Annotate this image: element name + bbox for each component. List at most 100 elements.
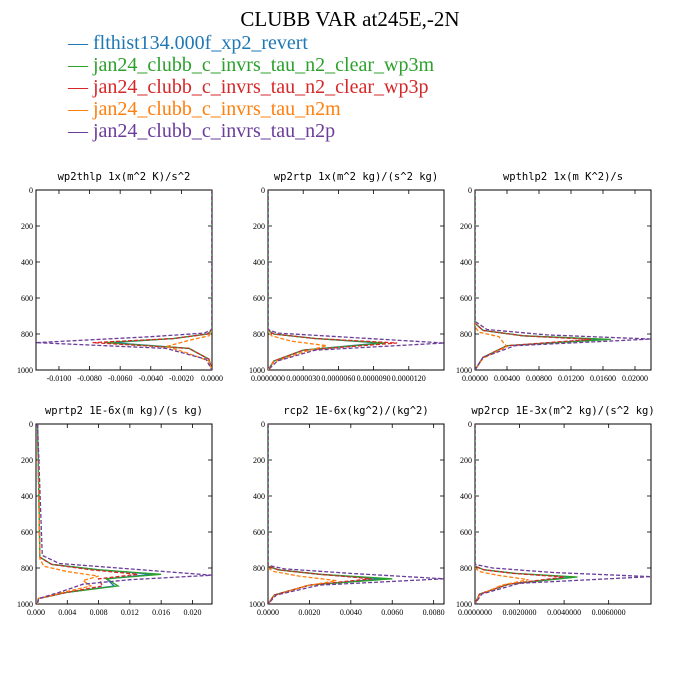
legend: — flthist134.000f_xp2_revert— jan24_club… <box>67 32 434 142</box>
y-tick-label: 800 <box>253 330 265 339</box>
y-tick-label: 600 <box>21 528 33 537</box>
x-tick-label: 0.01200 <box>558 374 584 383</box>
series-line-jan24-clubb-c-invrs-tau-n2-clear-wp3p <box>268 424 372 604</box>
series-line-jan24-clubb-c-invrs-tau-n2-clear-wp3m <box>268 190 386 370</box>
y-tick-label: 600 <box>253 528 265 537</box>
series-line-flthist134-000f-xp2-revert <box>475 190 604 370</box>
chart-panels: wp2thlp 1x(m^2 K)/s^2 0 200 400 600 800 1000 -0… <box>17 171 655 617</box>
y-tick-label: 800 <box>460 330 472 339</box>
x-tick-label: 0.02000 <box>622 374 648 383</box>
chart-panel-6: wp2rcp 1E-3x(m^2 kg)/(s^2 kg) 0 200 400 600 8… <box>456 405 655 617</box>
chart-panel-2: wp2rtp 1x(m^2 kg)/(s^2 kg) 0 200 400 600 800 1… <box>249 171 445 383</box>
series-line-jan24-clubb-c-invrs-tau-n2-clear-wp3p <box>475 190 592 370</box>
series-line-jan24-clubb-c-invrs-tau-n2m <box>268 190 327 370</box>
chart-title: rcp2 1E-6x(kg^2)/(kg^2) <box>283 405 428 417</box>
y-tick-label: 1000 <box>17 600 33 609</box>
x-tick-label: -0.0040 <box>138 374 163 383</box>
x-tick-label: 0.0000000 <box>251 374 285 383</box>
x-tick-label: 0.00800 <box>526 374 552 383</box>
y-tick-label: 200 <box>460 222 472 231</box>
y-tick-label: 400 <box>253 492 265 501</box>
y-tick-label: 600 <box>21 294 33 303</box>
y-tick-label: 600 <box>460 294 472 303</box>
chart-title: wpthlp2 1x(m K^2)/s <box>503 171 623 183</box>
y-tick-label: 600 <box>460 528 472 537</box>
x-tick-label: 0.016 <box>152 608 170 617</box>
series-line-jan24-clubb-c-invrs-tau-n2-clear-wp3p <box>36 424 138 604</box>
x-tick-label: 0.012 <box>121 608 139 617</box>
y-tick-label: 1000 <box>456 600 472 609</box>
y-tick-label: 400 <box>21 492 33 501</box>
x-tick-label: -0.0080 <box>77 374 102 383</box>
legend-entry-jan24-clubb-c-invrs-tau-n2p: — jan24_clubb_c_invrs_tau_n2p <box>67 120 335 142</box>
y-tick-label: 1000 <box>249 366 265 375</box>
y-tick-label: 800 <box>21 330 33 339</box>
plot-frame <box>267 189 445 371</box>
x-tick-label: 0.0040000 <box>547 608 581 617</box>
x-tick-label: 0.008 <box>90 608 108 617</box>
series-line-flthist134-000f-xp2-revert <box>475 424 574 604</box>
series-line-flthist134-000f-xp2-revert <box>268 190 380 370</box>
x-tick-label: 0.020 <box>183 608 201 617</box>
x-tick-label: 0.0000 <box>201 374 223 383</box>
series-line-jan24-clubb-c-invrs-tau-n2p <box>36 424 212 604</box>
y-tick-label: 800 <box>253 564 265 573</box>
y-tick-label: 400 <box>253 258 265 267</box>
series-line-jan24-clubb-c-invrs-tau-n2m <box>475 424 529 604</box>
x-tick-label: 0.0040 <box>340 608 362 617</box>
y-tick-label: 400 <box>21 258 33 267</box>
x-tick-label: 0.00000 <box>462 374 488 383</box>
x-tick-label: 0.0000030 <box>286 374 320 383</box>
x-tick-label: 0.000 <box>27 608 45 617</box>
chart-panel-3: wpthlp2 1x(m K^2)/s020040060080010000.00… <box>456 171 652 383</box>
x-tick-label: 0.0000060 <box>321 374 355 383</box>
y-tick-label: 200 <box>460 456 472 465</box>
x-tick-label: 0.0000120 <box>392 374 426 383</box>
series-line-jan24-clubb-c-invrs-tau-n2m <box>475 190 509 370</box>
y-tick-label: 0 <box>468 186 472 195</box>
x-tick-label: 0.004 <box>58 608 76 617</box>
chart-panel-5: rcp2 1E-6x(kg^2)/(kg^2) 0 200 400 600 800 1000… <box>249 405 445 617</box>
chart-title: wprtp2 1E-6x(m kg)/(s kg) <box>45 405 203 417</box>
y-tick-label: 0 <box>29 420 33 429</box>
legend-entry-jan24-clubb-c-invrs-tau-n2m: — jan24_clubb_c_invrs_tau_n2m <box>67 98 341 120</box>
y-tick-label: 800 <box>460 564 472 573</box>
y-tick-label: 0 <box>261 186 265 195</box>
series-line-jan24-clubb-c-invrs-tau-n2m <box>36 424 99 604</box>
y-tick-label: 200 <box>253 222 265 231</box>
y-tick-label: 200 <box>21 222 33 231</box>
series-line-jan24-clubb-c-invrs-tau-n2p <box>268 424 444 604</box>
series-line-jan24-clubb-c-invrs-tau-n2m <box>163 190 212 370</box>
legend-entry-jan24-clubb-c-invrs-tau-n2-clear-wp3m: — jan24_clubb_c_invrs_tau_n2_clear_wp3m <box>67 54 434 76</box>
figure-title: CLUBB VAR at245E,-2N <box>240 7 459 31</box>
series-line-jan24-clubb-c-invrs-tau-n2-clear-wp3p <box>475 424 565 604</box>
chart-panel-4: wprtp2 1E-6x(m kg)/(s kg) 0 200 400 600 800 10… <box>17 405 213 617</box>
chart-title: wp2rtp 1x(m^2 kg)/(s^2 kg) <box>274 171 438 183</box>
x-tick-label: 0.0080 <box>423 608 445 617</box>
y-tick-label: 1000 <box>456 366 472 375</box>
y-tick-label: 800 <box>21 564 33 573</box>
y-tick-label: 200 <box>253 456 265 465</box>
y-tick-label: 0 <box>468 420 472 429</box>
x-tick-label: 0.00400 <box>494 374 520 383</box>
x-tick-label: 0.0020 <box>298 608 320 617</box>
x-tick-label: 0.0060 <box>381 608 403 617</box>
x-tick-label: -0.0020 <box>169 374 194 383</box>
x-tick-label: 0.0000000 <box>458 608 492 617</box>
x-tick-label: 0.0020000 <box>503 608 537 617</box>
plot-frame <box>35 423 213 605</box>
y-tick-label: 600 <box>253 294 265 303</box>
x-tick-label: -0.0100 <box>47 374 72 383</box>
series-line-jan24-clubb-c-invrs-tau-n2m <box>268 424 337 604</box>
series-line-jan24-clubb-c-invrs-tau-n2p <box>475 424 651 604</box>
x-tick-label: 0.01600 <box>590 374 616 383</box>
y-tick-label: 0 <box>261 420 265 429</box>
chart-title: wp2thlp 1x(m^2 K)/s^2 <box>58 171 191 183</box>
series-line-flthist134-000f-xp2-revert <box>112 190 212 370</box>
y-tick-label: 1000 <box>17 366 33 375</box>
chart-title: wp2rcp 1E-3x(m^2 kg)/(s^2 kg) <box>471 405 654 417</box>
legend-entry-flthist134-000f-xp2-revert: — flthist134.000f_xp2_revert <box>67 32 308 54</box>
x-tick-label: 0.0060000 <box>592 608 626 617</box>
y-tick-label: 400 <box>460 258 472 267</box>
